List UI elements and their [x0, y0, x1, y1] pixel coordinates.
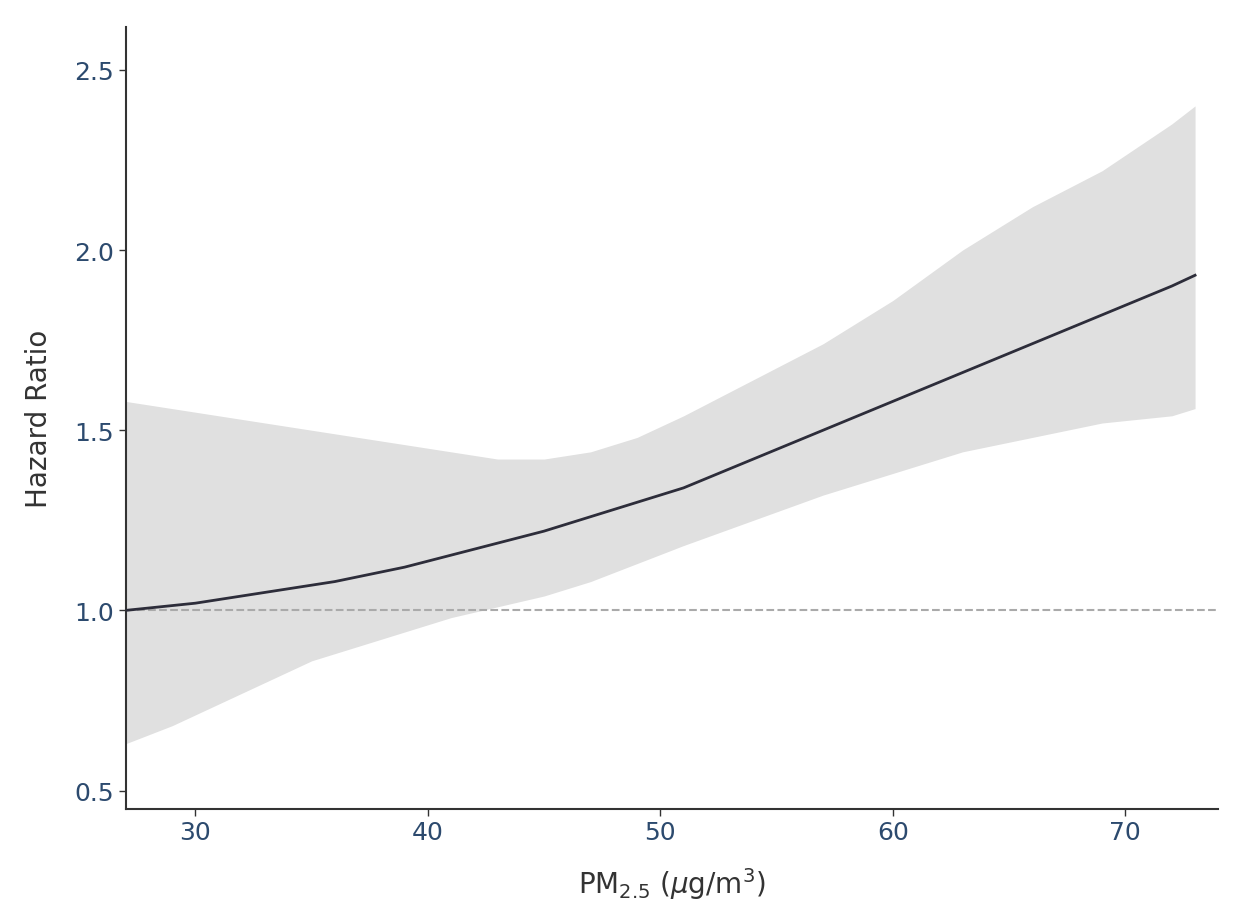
X-axis label: PM$_{2.5}$ ($\mu$g/m$^3$): PM$_{2.5}$ ($\mu$g/m$^3$) — [578, 866, 766, 902]
Y-axis label: Hazard Ratio: Hazard Ratio — [25, 329, 53, 507]
